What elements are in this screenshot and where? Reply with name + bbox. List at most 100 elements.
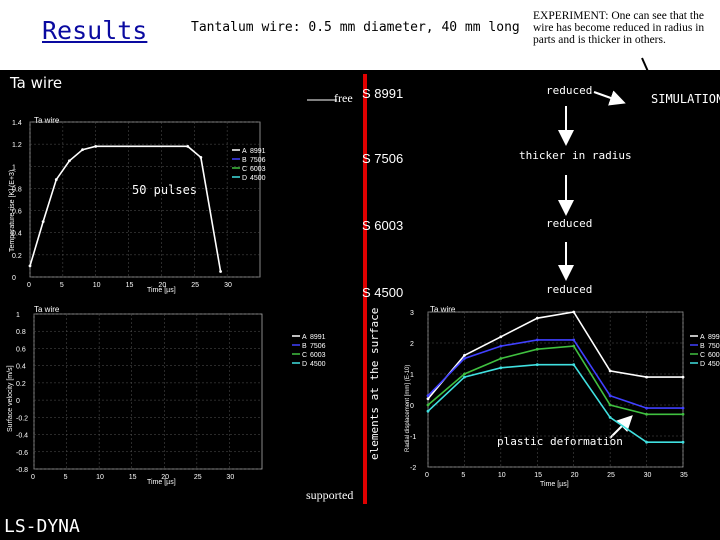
data-point bbox=[41, 220, 45, 224]
chart-title-2: Ta wire bbox=[430, 305, 456, 314]
data-point bbox=[645, 412, 648, 416]
x-tick-label: 25 bbox=[191, 282, 199, 289]
fifty-pulses-label: 50 pulses bbox=[132, 183, 198, 197]
y-tick-label: 0.6 bbox=[12, 209, 22, 216]
data-point bbox=[645, 406, 648, 410]
data-point bbox=[535, 363, 539, 367]
legend-label: 4500 bbox=[708, 361, 720, 368]
x-tick-label: 0 bbox=[425, 472, 429, 479]
data-point bbox=[572, 363, 576, 367]
x-tick-label: 5 bbox=[64, 474, 68, 481]
legend-label: 4500 bbox=[310, 361, 326, 368]
legend-label: 7506 bbox=[708, 343, 720, 350]
legend-marker: A bbox=[242, 148, 247, 155]
data-point bbox=[608, 416, 612, 419]
wire-description: Tantalum wire: 0.5 mm diameter, 40 mm lo… bbox=[191, 20, 520, 35]
chart-ylabel-2: Radial displacement [mm] (E-10) bbox=[405, 365, 411, 452]
x-tick-label: 0 bbox=[31, 474, 35, 481]
x-tick-label: 30 bbox=[226, 474, 234, 481]
data-point bbox=[426, 409, 430, 413]
state-label-2: thicker in radius bbox=[519, 149, 632, 162]
y-tick-label: 0.8 bbox=[16, 329, 26, 336]
state-label-1: reduced bbox=[546, 84, 593, 97]
y-tick-label: 0 bbox=[16, 398, 20, 405]
data-point bbox=[608, 403, 612, 407]
y-tick-label: 0.8 bbox=[12, 186, 22, 193]
chart-title-0: Ta wire bbox=[34, 116, 60, 125]
y-tick-label: -0.4 bbox=[16, 433, 28, 440]
velocity-chart: Ta wire Time [µs] Surface velocity [m/s]… bbox=[7, 305, 326, 486]
y-tick-label: 1 bbox=[12, 164, 16, 171]
chart-ylabel-0: Temperature rise [K] (E+3) bbox=[9, 170, 16, 252]
legend-marker: D bbox=[302, 361, 307, 368]
y-tick-label: 1 bbox=[16, 312, 20, 319]
series-line-8991 bbox=[29, 145, 222, 272]
x-tick-label: 5 bbox=[60, 282, 64, 289]
surface-element-4: S 4500 bbox=[362, 285, 404, 300]
simulation-label: SIMULATION bbox=[651, 92, 720, 106]
data-point bbox=[463, 354, 466, 357]
series-line-7506 bbox=[427, 339, 683, 409]
data-point bbox=[681, 440, 685, 444]
arrow-reduced-to-sim bbox=[593, 90, 626, 106]
plastic-deformation-label: plastic deformation bbox=[497, 435, 623, 448]
surface-element-1: S 8991 bbox=[362, 86, 404, 101]
x-tick-label: 10 bbox=[96, 474, 104, 481]
legend-marker: B bbox=[700, 343, 705, 350]
y-tick-label: -0.2 bbox=[16, 415, 28, 422]
data-point bbox=[186, 144, 190, 148]
data-point bbox=[28, 264, 32, 268]
legend-marker: A bbox=[302, 334, 307, 341]
x-tick-label: 15 bbox=[534, 472, 542, 479]
y-tick-label: 0 bbox=[410, 403, 414, 410]
plot-frame bbox=[33, 313, 263, 470]
data-point bbox=[681, 406, 685, 410]
legend-label: 7506 bbox=[250, 157, 266, 164]
data-point bbox=[426, 394, 430, 398]
results-panel bbox=[0, 70, 720, 540]
data-point bbox=[54, 178, 58, 181]
y-tick-label: 1.4 bbox=[12, 120, 22, 127]
y-tick-label: -1 bbox=[410, 434, 416, 441]
state-label-4: reduced bbox=[546, 283, 593, 296]
x-tick-label: 25 bbox=[194, 474, 202, 481]
chart-ylabel-1: Surface velocity [m/s] bbox=[7, 365, 14, 432]
y-tick-label: 0.4 bbox=[16, 364, 26, 371]
state-label-3: reduced bbox=[546, 217, 593, 230]
data-point bbox=[681, 375, 685, 379]
data-point bbox=[645, 440, 648, 444]
data-point bbox=[463, 375, 466, 379]
x-tick-label: 15 bbox=[129, 474, 137, 481]
x-tick-label: 10 bbox=[93, 282, 101, 289]
y-tick-label: 0.6 bbox=[16, 346, 26, 353]
x-tick-label: 15 bbox=[126, 282, 134, 289]
surface-element-2: S 7506 bbox=[362, 151, 404, 166]
legend-label: 7506 bbox=[310, 343, 326, 350]
data-point bbox=[219, 270, 222, 273]
data-point bbox=[426, 403, 430, 407]
data-point bbox=[499, 344, 503, 348]
displacement-chart: Ta wire Time [µs] Radial displacement [m… bbox=[405, 305, 720, 488]
arrow-exp-to-sim bbox=[641, 57, 657, 89]
legend-marker: C bbox=[302, 352, 307, 359]
y-tick-label: 3 bbox=[410, 310, 414, 317]
legend-label: 6003 bbox=[250, 166, 266, 173]
data-point bbox=[463, 372, 466, 376]
data-point bbox=[572, 344, 576, 348]
legend-marker: C bbox=[700, 352, 705, 359]
legend-label: 6003 bbox=[310, 352, 326, 359]
x-tick-label: 5 bbox=[461, 472, 465, 479]
y-tick-label: 0 bbox=[12, 275, 16, 282]
x-tick-label: 0 bbox=[27, 282, 31, 289]
legend-marker: B bbox=[242, 157, 247, 164]
free-end-label: free bbox=[334, 91, 353, 105]
y-tick-label: 1 bbox=[410, 372, 414, 379]
data-point bbox=[81, 148, 84, 152]
legend-label: 8991 bbox=[310, 334, 326, 341]
x-tick-label: 35 bbox=[680, 472, 688, 479]
experiment-note: EXPERIMENT: One can see that the wire ha… bbox=[533, 10, 705, 46]
data-point bbox=[608, 369, 612, 373]
y-tick-label: 1.2 bbox=[12, 142, 22, 149]
data-point bbox=[68, 159, 71, 163]
ls-dyna-label: LS-DYNA bbox=[4, 516, 80, 537]
